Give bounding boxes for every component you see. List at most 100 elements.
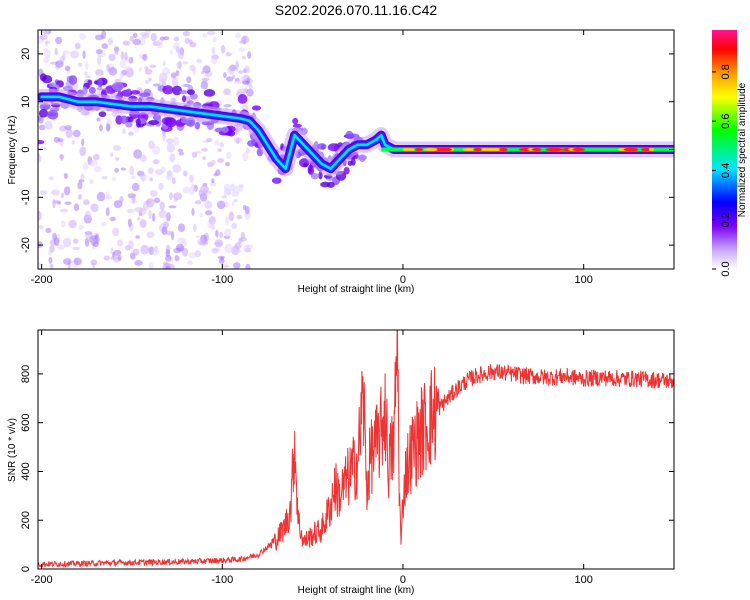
ridge-speckle	[139, 92, 151, 98]
noise-speckle	[77, 181, 83, 190]
ridge-speckle	[221, 126, 229, 134]
ridge-speckle	[97, 78, 103, 88]
noise-speckle	[131, 182, 140, 192]
snr-xtick-label: -200	[31, 574, 53, 586]
colorbar-ticks: 0.0 0.2 0.4 0.6 0.8	[712, 64, 732, 277]
noise-speckle	[246, 88, 254, 97]
ridge-hot-spot	[499, 147, 508, 152]
noise-speckle	[128, 131, 134, 136]
noise-speckle	[57, 138, 64, 142]
noise-speckle	[63, 258, 72, 265]
colorbar-tick-label: 0.0	[720, 261, 732, 276]
noise-speckle	[238, 47, 246, 53]
noise-speckle	[68, 219, 77, 229]
noise-speckle	[223, 88, 231, 96]
ridge-speckle	[38, 139, 45, 145]
noise-speckle	[133, 149, 142, 159]
noise-speckle	[101, 175, 108, 180]
noise-speckle	[84, 210, 92, 221]
noise-speckle	[208, 215, 216, 225]
noise-speckle	[81, 138, 85, 147]
noise-speckle	[73, 257, 82, 266]
noise-speckle	[84, 71, 88, 76]
noise-speckle	[194, 200, 202, 205]
ridge-speckle	[46, 112, 58, 117]
noise-speckle	[63, 172, 69, 179]
noise-speckle	[193, 223, 197, 233]
spectrogram-ytick-label: 0	[20, 146, 32, 152]
noise-speckle	[153, 83, 161, 87]
ridge-speckle	[247, 140, 256, 147]
noise-speckle	[111, 177, 117, 181]
noise-speckle	[42, 48, 48, 52]
colorbar-tick-label: 0.8	[720, 64, 732, 79]
ridge-speckle	[179, 89, 189, 95]
noise-speckle	[168, 205, 177, 209]
noise-speckle	[80, 173, 85, 181]
noise-speckle	[211, 159, 216, 165]
ridge-speckle	[310, 172, 320, 180]
ridge-hot-spot	[649, 147, 654, 152]
noise-speckle	[233, 198, 238, 203]
ridge-speckle	[148, 119, 160, 125]
noise-speckle	[119, 72, 124, 81]
ridge-speckle	[292, 117, 299, 125]
noise-speckle	[122, 40, 131, 46]
noise-speckle	[220, 256, 224, 261]
noise-speckle	[98, 124, 103, 132]
noise-speckle	[182, 83, 191, 88]
noise-speckle	[149, 190, 158, 197]
noise-speckle	[64, 125, 72, 131]
noise-speckle	[60, 220, 66, 228]
ridge-speckle	[237, 94, 248, 104]
noise-speckle	[127, 208, 133, 213]
noise-speckle	[181, 247, 189, 257]
noise-speckle	[243, 244, 251, 253]
noise-speckle	[59, 140, 64, 147]
noise-speckle	[206, 30, 216, 36]
noise-speckle	[209, 181, 216, 187]
noise-speckle	[225, 151, 232, 160]
noise-speckle	[217, 158, 225, 163]
noise-speckle	[117, 239, 123, 247]
noise-speckle	[241, 80, 250, 85]
noise-speckle	[191, 207, 195, 216]
spectrogram-ytick-label: -10	[20, 189, 32, 205]
noise-speckle	[85, 61, 89, 71]
ridge-speckle	[130, 90, 141, 95]
noise-speckle	[128, 239, 134, 250]
noise-speckle	[64, 201, 72, 205]
noise-speckle	[57, 244, 66, 250]
noise-speckle	[97, 55, 102, 66]
spectrogram-ytick-label: 10	[20, 96, 32, 108]
noise-speckle	[65, 128, 73, 139]
snr-xtick-label: -100	[211, 574, 233, 586]
noise-speckle	[148, 262, 154, 269]
ridge-speckle	[87, 79, 93, 86]
ridge-speckle	[292, 123, 302, 128]
ridge-speckle	[317, 143, 327, 150]
noise-speckle	[107, 37, 114, 46]
noise-speckle	[78, 224, 85, 230]
ridge-speckle	[251, 105, 262, 111]
noise-speckle	[95, 48, 103, 55]
ridge-hot-spot	[483, 147, 497, 152]
ridge-hot-spot	[623, 147, 636, 152]
noise-speckle	[235, 127, 239, 135]
noise-speckle	[186, 76, 192, 84]
noise-speckle	[49, 264, 54, 269]
noise-speckle	[72, 246, 80, 251]
noise-speckle	[176, 61, 183, 69]
noise-speckle	[161, 226, 168, 236]
spectrogram-ytick-label: -20	[20, 237, 32, 253]
noise-speckle	[144, 80, 149, 84]
noise-speckle	[223, 104, 232, 108]
noise-speckle	[244, 65, 250, 74]
ridge-speckle	[161, 117, 173, 125]
noise-speckle	[38, 124, 46, 131]
ridge-speckle	[347, 160, 353, 166]
noise-speckle	[109, 216, 116, 222]
colorbar-label: Normalized spectral amplitude	[737, 82, 748, 217]
noise-speckle	[242, 152, 249, 162]
noise-speckle	[135, 235, 141, 239]
